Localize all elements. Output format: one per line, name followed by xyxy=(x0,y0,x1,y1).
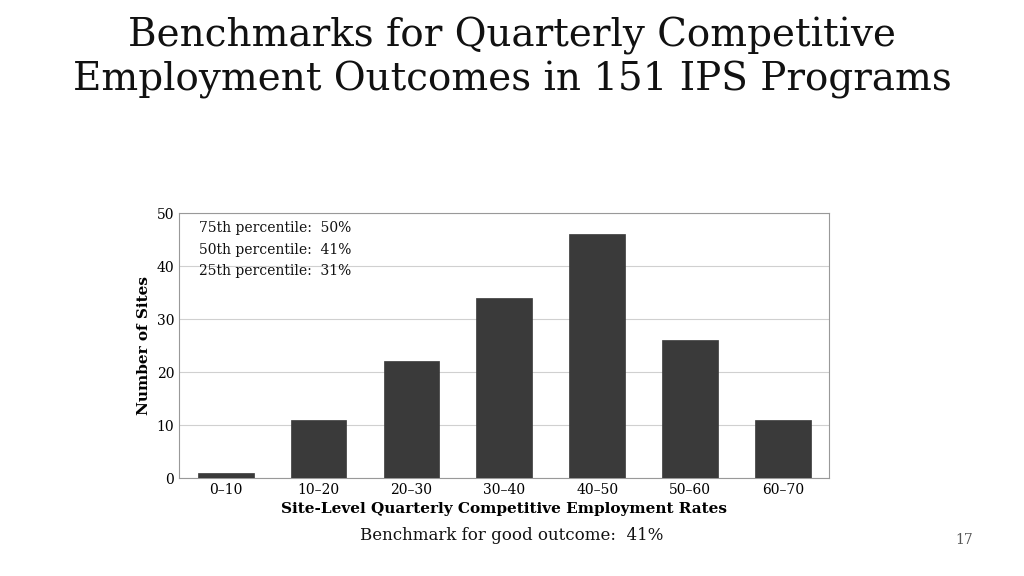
Text: 17: 17 xyxy=(955,533,973,547)
Bar xyxy=(384,362,439,478)
Text: 75th percentile:  50%
50th percentile:  41%
25th percentile:  31%: 75th percentile: 50% 50th percentile: 41… xyxy=(199,221,351,278)
Bar xyxy=(291,420,346,478)
Bar xyxy=(755,420,811,478)
X-axis label: Site-Level Quarterly Competitive Employment Rates: Site-Level Quarterly Competitive Employm… xyxy=(282,502,727,517)
Text: Benchmark for good outcome:  41%: Benchmark for good outcome: 41% xyxy=(360,527,664,544)
Bar xyxy=(476,298,532,478)
Y-axis label: Number of Sites: Number of Sites xyxy=(137,276,152,415)
Bar xyxy=(663,340,718,478)
Bar xyxy=(569,234,625,478)
Bar xyxy=(198,473,254,478)
Text: Benchmarks for Quarterly Competitive
Employment Outcomes in 151 IPS Programs: Benchmarks for Quarterly Competitive Emp… xyxy=(73,17,951,99)
